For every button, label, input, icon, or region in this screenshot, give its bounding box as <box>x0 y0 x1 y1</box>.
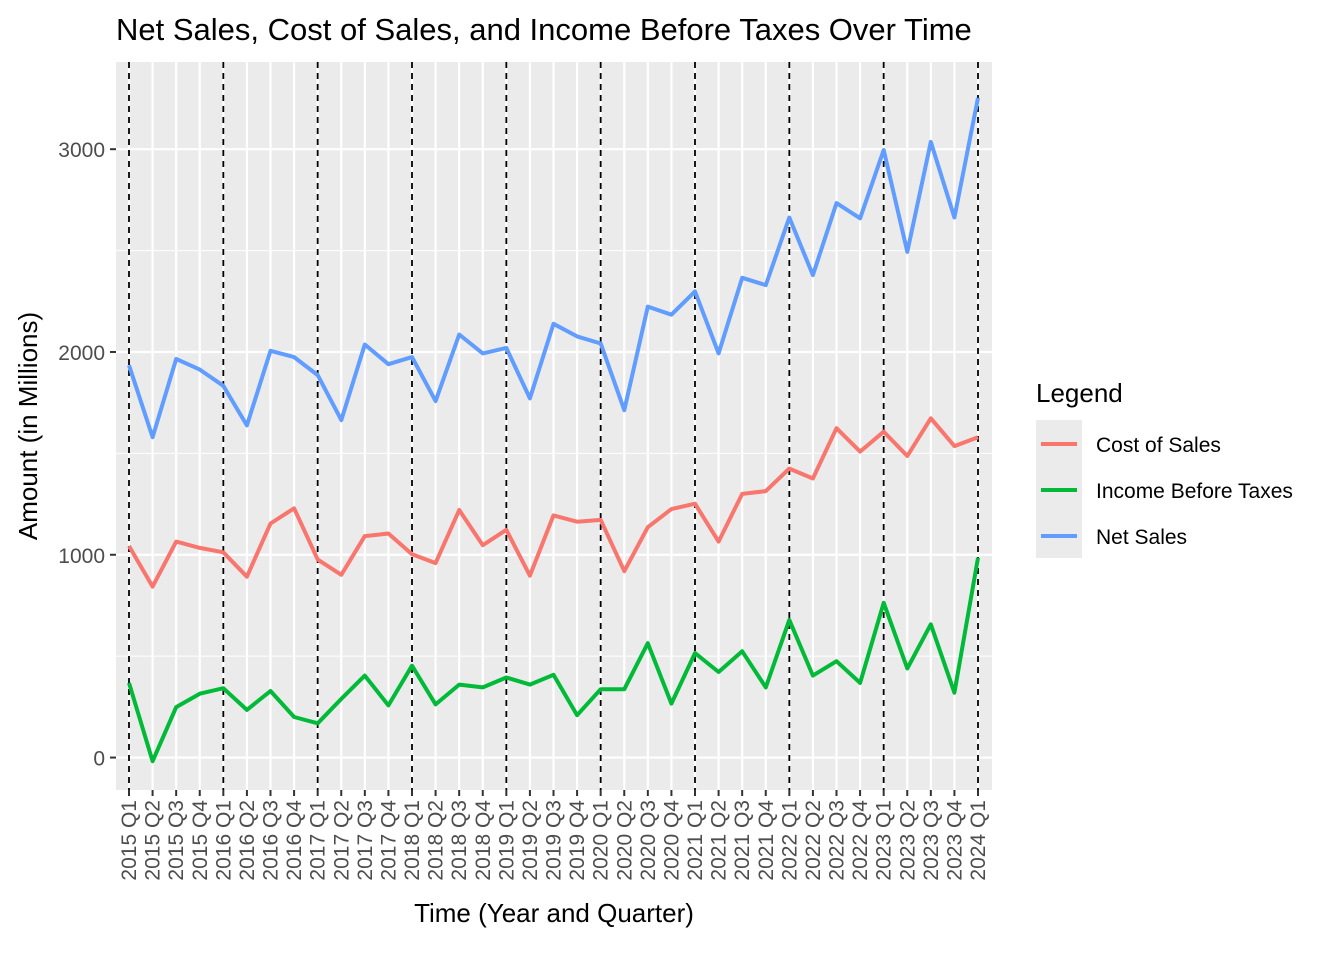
x-tick-label: 2018 Q2 <box>425 800 448 881</box>
x-tick-label: 2023 Q1 <box>873 800 896 881</box>
x-tick-label: 2020 Q3 <box>637 800 660 881</box>
x-axis: 2015 Q1 2015 Q2 2015 Q3 2015 Q4 2016 Q1 2016 … <box>118 790 990 881</box>
x-tick-label: 2017 Q2 <box>330 800 353 881</box>
x-tick-label: 2021 Q4 <box>755 800 778 881</box>
series-line-income-before-taxes <box>127 557 980 764</box>
x-tick-label: 2023 Q4 <box>943 800 966 881</box>
y-tick-label: 3000 <box>58 139 105 162</box>
y-axis-title: Amount (in Millions) <box>13 312 43 540</box>
x-tick-label: 2015 Q3 <box>165 800 188 881</box>
x-tick-label: 2017 Q4 <box>377 800 400 881</box>
x-tick-label: 2022 Q1 <box>778 800 801 881</box>
year-markers <box>128 62 979 790</box>
x-tick-label: 2017 Q1 <box>307 800 330 881</box>
x-tick-label: 2019 Q1 <box>495 800 518 881</box>
legend-label: Net Sales <box>1096 526 1187 549</box>
x-tick-label: 2019 Q2 <box>519 800 542 881</box>
legend-title: Legend <box>1036 378 1123 408</box>
chart-title: Net Sales, Cost of Sales, and Income Bef… <box>116 12 972 47</box>
y-axis: 0 1000 2000 3000 <box>58 139 116 771</box>
legend-label: Income Before Taxes <box>1096 480 1293 503</box>
x-tick-label: 2023 Q2 <box>896 800 919 881</box>
x-tick-label: 2016 Q4 <box>283 800 306 881</box>
x-tick-label: 2022 Q4 <box>849 800 872 881</box>
x-tick-label: 2016 Q1 <box>212 800 235 881</box>
x-tick-label: 2019 Q3 <box>543 800 566 881</box>
x-tick-label: 2019 Q4 <box>566 800 589 881</box>
x-tick-label: 2016 Q3 <box>260 800 283 881</box>
x-tick-label: 2021 Q3 <box>731 800 754 881</box>
x-tick-label: 2015 Q2 <box>142 800 165 881</box>
x-tick-label: 2018 Q3 <box>448 800 471 881</box>
x-axis-title: Time (Year and Quarter) <box>414 898 694 928</box>
x-tick-label: 2015 Q1 <box>118 800 141 881</box>
y-tick-label: 1000 <box>58 545 105 568</box>
y-tick-label: 2000 <box>58 342 105 365</box>
y-tick-label: 0 <box>93 748 105 771</box>
x-tick-label: 2018 Q4 <box>472 800 495 881</box>
x-tick-label: 2020 Q4 <box>660 800 683 881</box>
series-line-cost-of-sales <box>127 416 979 589</box>
x-tick-label: 2016 Q2 <box>236 800 259 881</box>
x-tick-label: 2020 Q2 <box>613 800 636 881</box>
series-line-net-sales <box>127 97 980 440</box>
x-tick-label: 2015 Q4 <box>189 800 212 881</box>
x-tick-label: 2022 Q2 <box>802 800 825 881</box>
x-tick-label: 2024 Q1 <box>967 800 990 881</box>
x-tick-label: 2021 Q1 <box>684 800 707 881</box>
x-tick-label: 2017 Q3 <box>354 800 377 881</box>
series-lines <box>127 97 980 764</box>
x-tick-label: 2022 Q3 <box>826 800 849 881</box>
x-tick-label: 2020 Q1 <box>590 800 613 881</box>
legend-label: Cost of Sales <box>1096 434 1221 457</box>
x-tick-label: 2018 Q1 <box>401 800 424 881</box>
x-tick-label: 2021 Q2 <box>708 800 731 881</box>
legend: Legend Cost of Sales Income Before Taxes N… <box>1036 378 1293 558</box>
x-tick-label: 2023 Q3 <box>920 800 943 881</box>
